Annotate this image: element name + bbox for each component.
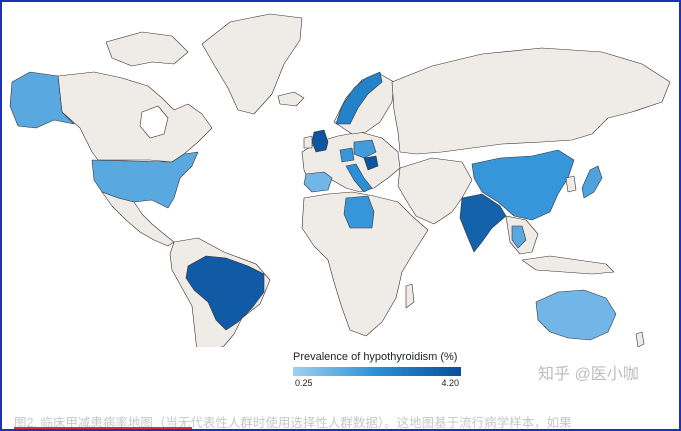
figure-caption: 图2. 临床甲减患病率地图（当无代表性人群时使用选择性人群数据）。这地图基于流行… (14, 416, 572, 430)
world-map (2, 2, 679, 347)
country-japan (581, 165, 603, 199)
country-poland (353, 139, 377, 159)
country-brazil (185, 255, 265, 331)
country-thailand (511, 225, 527, 249)
russia (391, 47, 671, 155)
country-australia (535, 289, 617, 341)
new-zealand (635, 331, 645, 347)
legend-max-label: 4.20 (441, 378, 459, 388)
madagascar (405, 283, 415, 309)
country-alaska (9, 71, 75, 129)
ireland (303, 135, 313, 149)
hudson-bay (139, 105, 169, 139)
greenland (201, 13, 303, 115)
watermark: 知乎 @医小咖 (538, 366, 639, 383)
arctic-islands (105, 31, 189, 67)
country-norway (335, 71, 383, 125)
korea (565, 175, 577, 193)
legend-color-bar (293, 367, 461, 376)
canada (57, 71, 213, 163)
indonesia (521, 255, 615, 275)
country-eastern-europe (339, 147, 355, 163)
country-india (459, 193, 507, 253)
legend-min-label: 0.25 (295, 378, 313, 388)
legend-title: Prevalence of hypothyroidism (%) (293, 351, 458, 363)
middle-east (397, 157, 473, 225)
legend: Prevalence of hypothyroidism (%) 0.25 4.… (293, 351, 465, 390)
country-italy (345, 163, 373, 193)
africa (301, 191, 429, 337)
country-china (471, 149, 575, 221)
country-serbia (363, 155, 379, 171)
caption-underline (14, 427, 192, 429)
country-libya (343, 195, 375, 229)
legend-ticks: 0.25 4.20 (293, 376, 465, 390)
country-spain (303, 171, 333, 193)
iceland (277, 91, 305, 107)
